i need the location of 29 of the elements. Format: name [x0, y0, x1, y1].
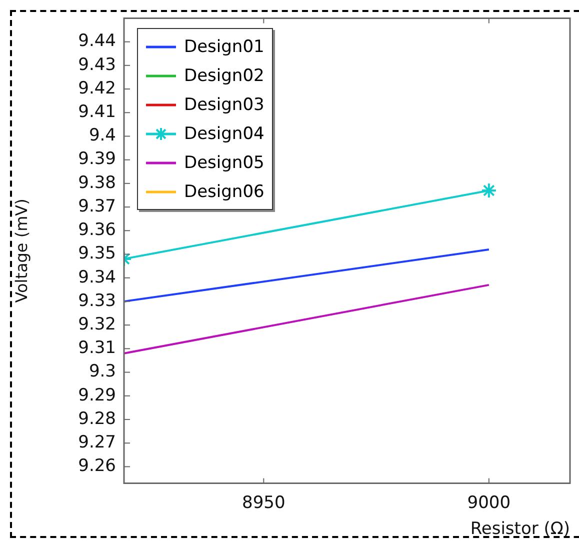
y-tick-label: 9.32	[78, 314, 116, 334]
legend-label: Design05	[184, 152, 264, 172]
y-tick-label: 9.26	[78, 456, 116, 476]
y-tick-label: 9.31	[78, 338, 116, 358]
y-tick-label: 9.44	[78, 31, 116, 52]
y-tick-label: 9.42	[78, 78, 116, 98]
y-tick-label: 9.35	[78, 244, 116, 264]
x-tick-label: 9000	[467, 492, 511, 513]
legend-label: Design06	[184, 182, 264, 202]
legend-label: Design04	[184, 124, 264, 144]
y-tick-label: 9.39	[78, 149, 116, 170]
y-tick-label: 9.27	[78, 432, 116, 452]
x-tick-label: 8950	[242, 492, 286, 513]
y-tick-label: 9.33	[78, 290, 116, 311]
y-tick-label: 9.34	[78, 267, 116, 288]
y-tick-label: 9.4	[88, 126, 116, 146]
y-tick-label: 9.43	[78, 54, 116, 75]
y-tick-label: 9.28	[78, 408, 116, 429]
legend-label: Design01	[184, 36, 264, 56]
y-tick-label: 9.37	[78, 196, 116, 216]
x-axis-title: Resistor (Ω)	[470, 519, 570, 540]
y-tick-label: 9.3	[88, 362, 116, 382]
y-axis-title: Voltage (mV)	[12, 198, 31, 303]
y-tick-label: 9.41	[78, 102, 116, 122]
y-tick-label: 9.36	[78, 220, 116, 240]
legend-label: Design02	[184, 66, 264, 86]
y-tick-label: 9.38	[78, 172, 116, 193]
y-tick-label: 9.29	[78, 385, 116, 406]
legend-label: Design03	[184, 94, 264, 114]
